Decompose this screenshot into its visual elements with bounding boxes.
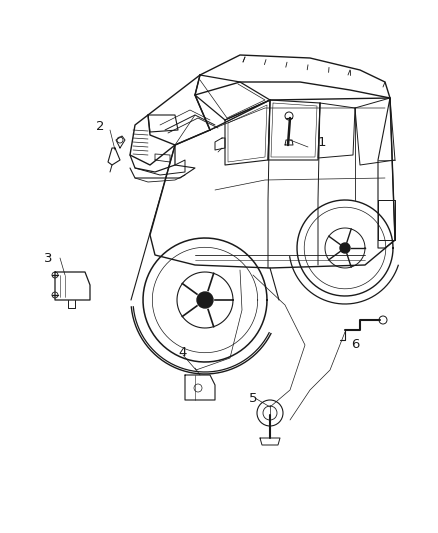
Circle shape xyxy=(340,243,350,253)
Text: 3: 3 xyxy=(44,252,52,264)
Circle shape xyxy=(197,292,213,308)
Circle shape xyxy=(194,384,202,392)
Text: 1: 1 xyxy=(318,136,326,149)
Circle shape xyxy=(52,292,58,298)
Text: 2: 2 xyxy=(96,120,104,133)
Circle shape xyxy=(339,242,351,254)
Circle shape xyxy=(117,137,123,143)
Circle shape xyxy=(195,290,215,310)
Circle shape xyxy=(52,272,58,278)
Circle shape xyxy=(285,112,293,120)
Circle shape xyxy=(379,316,387,324)
Circle shape xyxy=(197,292,213,308)
Text: 5: 5 xyxy=(249,392,257,405)
Circle shape xyxy=(257,400,283,426)
Text: 4: 4 xyxy=(179,346,187,359)
Circle shape xyxy=(263,406,277,420)
Text: 6: 6 xyxy=(351,338,359,351)
